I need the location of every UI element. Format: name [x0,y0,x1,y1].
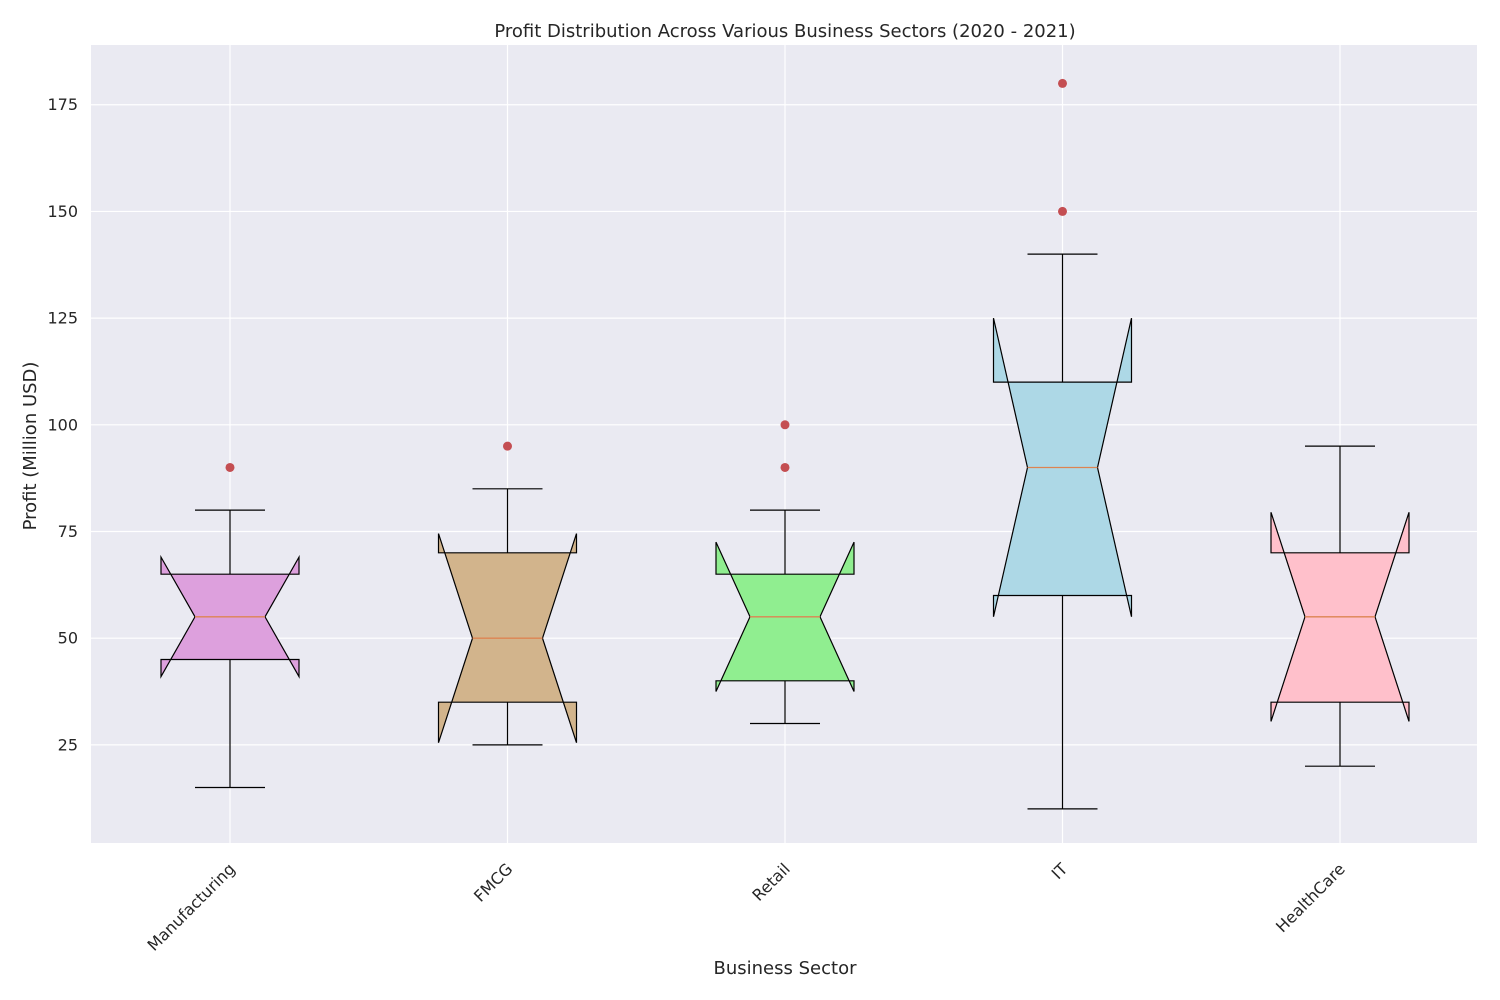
x-tick-label: Retail [748,859,793,904]
outlier-point [225,462,235,472]
y-tick-label: 50 [58,629,78,648]
box-group-it [992,78,1133,810]
outlier-point [780,420,790,430]
outlier-point [1058,206,1067,216]
x-tick-label: HealthCare [1272,859,1349,936]
outlier-point [780,462,790,472]
y-tick-label: 175 [47,95,78,114]
y-tick-label: 125 [47,309,78,328]
x-tick-label: FMCG [470,859,516,905]
box-group-retail [715,420,855,725]
y-tick-label: 100 [47,415,78,434]
box-group-healthcare [1270,445,1410,767]
boxes-layer [160,78,1410,810]
outlier-point [1058,78,1067,88]
box-group-fmcg [437,441,578,746]
y-axis-title: Profit (Million USD) [20,362,41,531]
x-tick-label: IT [1048,859,1072,883]
y-tick-label: 25 [58,735,78,754]
plot-area [91,45,1477,843]
x-axis-title: Business Sector [714,958,858,979]
chart-title: Profit Distribution Across Various Busin… [494,21,1075,42]
box-group-manufacturing [160,462,300,789]
y-tick-label: 150 [47,202,78,221]
y-tick-label: 75 [58,522,78,541]
outlier-point [503,441,512,451]
x-tick-label: Manufacturing [143,859,238,954]
